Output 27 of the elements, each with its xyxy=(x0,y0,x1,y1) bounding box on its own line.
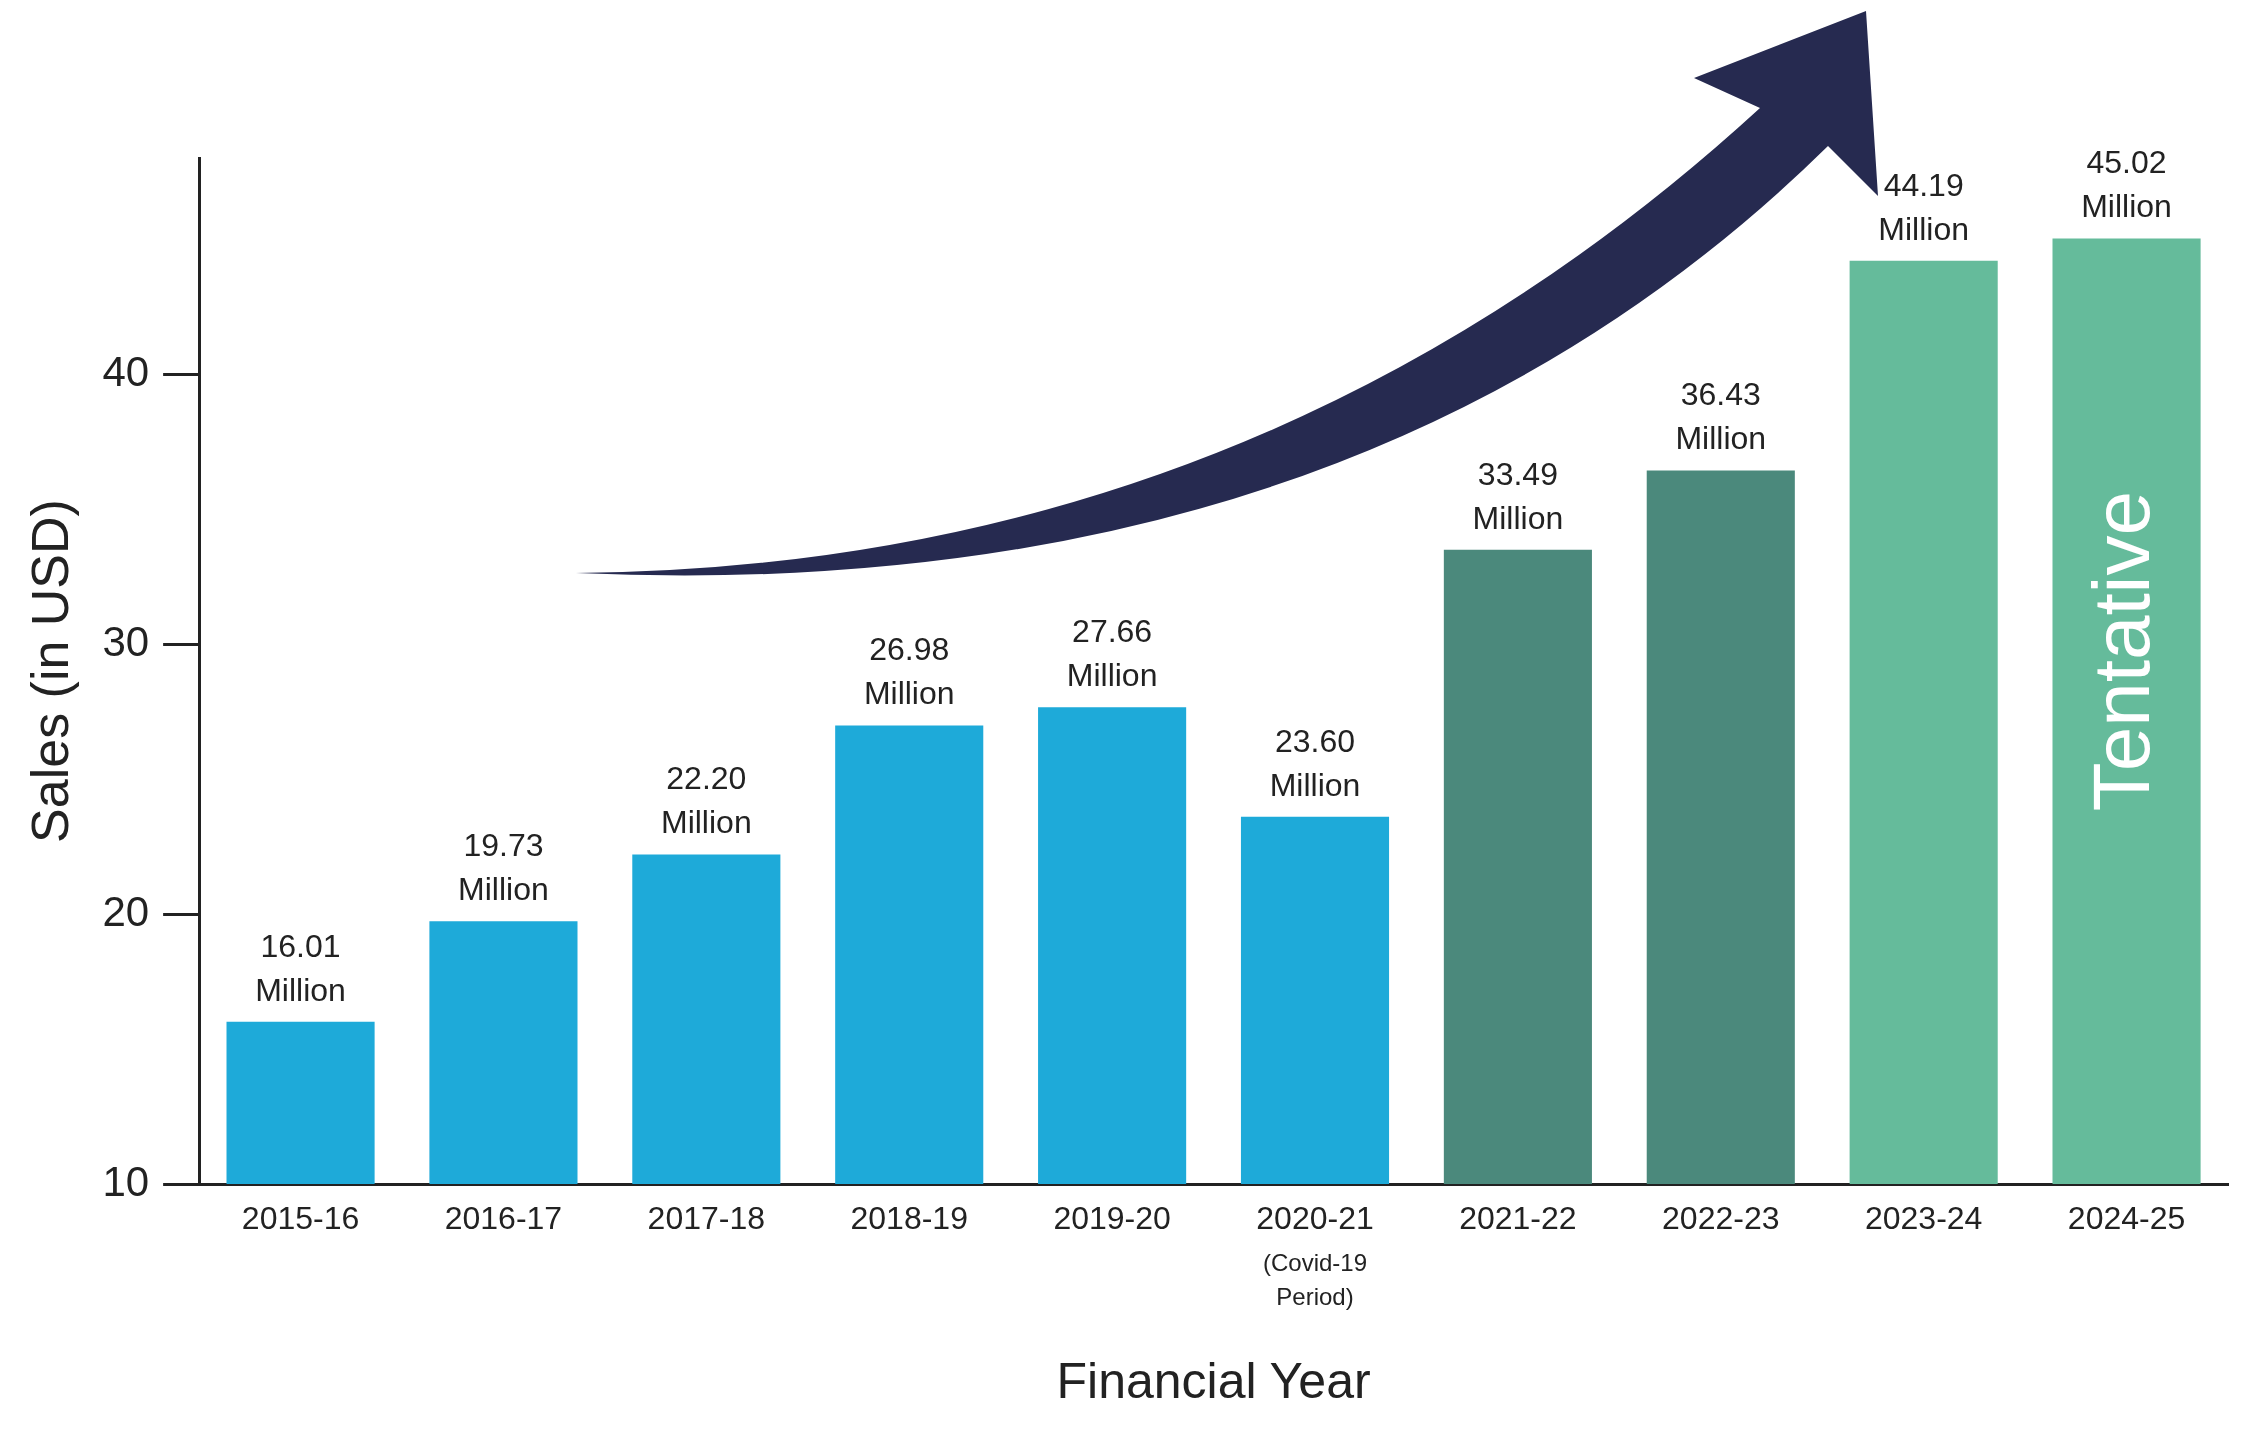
annotation: Tentative xyxy=(2076,491,2166,812)
x-tick-label: 2015-16 xyxy=(241,1199,360,1236)
x-tick-label: 2024-25 xyxy=(2067,1199,2186,1236)
data-label: 22.20 Million xyxy=(660,760,752,841)
data-label: 44.19 Million xyxy=(1878,166,1970,247)
data-label: 27.66 Million xyxy=(1066,613,1158,694)
x-tick-label: 2021-22 xyxy=(1459,1199,1577,1236)
y-tick-label: 40 xyxy=(102,347,150,395)
x-tick-label: 2020-21 (Covid-19 Period) xyxy=(1256,1199,1374,1310)
y-axis-title: Sales (in USD) xyxy=(20,499,79,843)
data-label: 33.49 Million xyxy=(1472,455,1564,536)
x-tick-label: 2023-24 xyxy=(1864,1199,1983,1236)
data-label: 36.43 Million xyxy=(1675,376,1767,457)
data-label: 16.01 Million xyxy=(255,927,346,1008)
data-label: 45.02 Million xyxy=(2081,144,2172,225)
x-axis-title: Financial Year xyxy=(1056,1352,1371,1409)
x-tick-label: 2016-17 xyxy=(444,1199,563,1236)
y-tick-label: 30 xyxy=(102,617,150,665)
x-tick-label: 2022-23 xyxy=(1662,1199,1780,1236)
y-tick-label: 20 xyxy=(102,887,150,935)
x-tick-label: 2018-19 xyxy=(850,1199,968,1236)
x-tick-label: 2017-18 xyxy=(647,1199,766,1236)
data-label: 19.73 Million xyxy=(458,827,549,908)
data-label: 26.98 Million xyxy=(863,631,955,712)
x-tick-label: 2019-20 xyxy=(1053,1199,1171,1236)
data-label: 23.60 Million xyxy=(1269,722,1361,803)
y-tick-label: 10 xyxy=(102,1157,150,1205)
